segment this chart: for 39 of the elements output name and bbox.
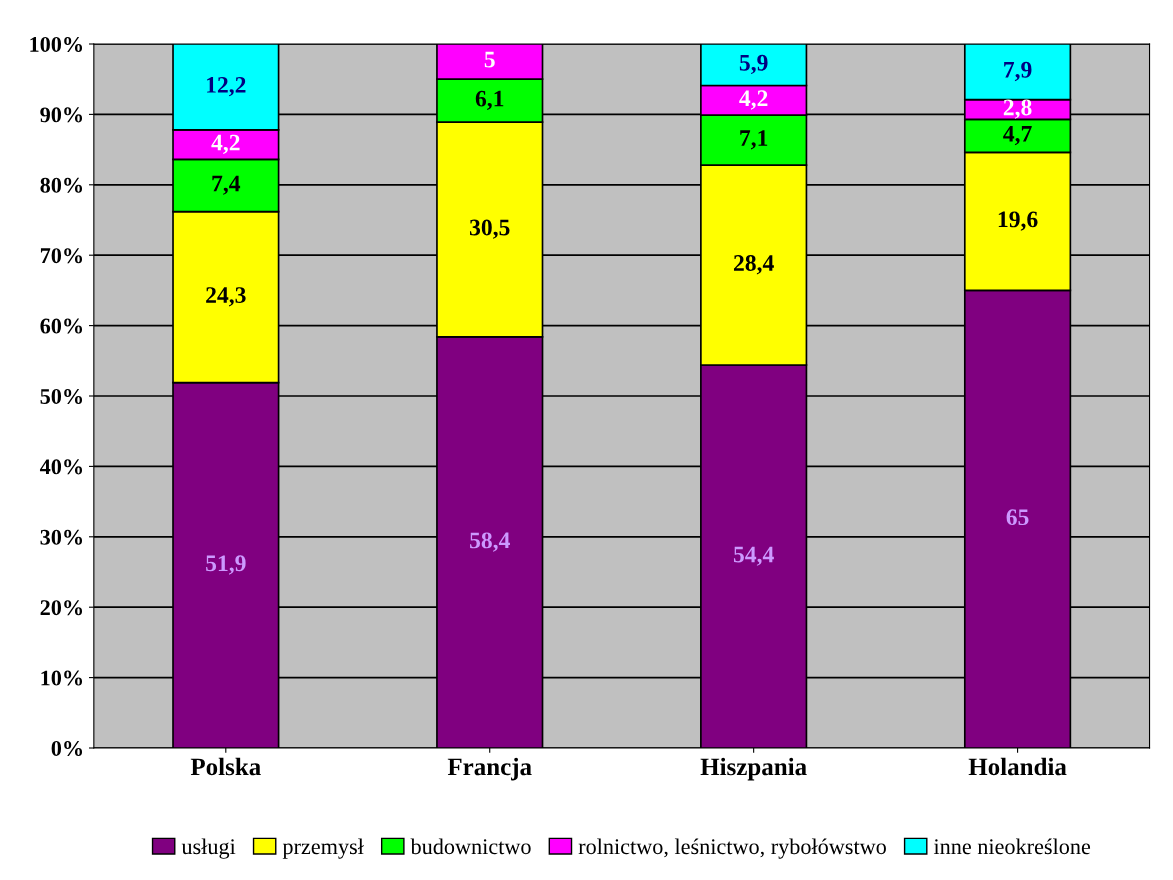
y-tick-label: 70% bbox=[40, 248, 83, 264]
y-tick-label: 50% bbox=[40, 388, 83, 404]
data-label: 5,9 bbox=[739, 54, 768, 75]
y-tick-label: 10% bbox=[41, 670, 83, 686]
y-tick-label: 60% bbox=[40, 318, 83, 334]
data-label: 7,1 bbox=[740, 130, 768, 150]
data-label: 7,9 bbox=[1004, 61, 1032, 82]
data-label: 6,1 bbox=[475, 90, 504, 111]
data-label: 65 bbox=[1006, 509, 1029, 526]
data-label: 30,5 bbox=[469, 219, 510, 239]
data-label: 2,8 bbox=[1003, 99, 1032, 119]
data-label: 12,2 bbox=[207, 76, 246, 97]
y-tick-label: 30% bbox=[40, 529, 83, 545]
x-tick-label: Francja bbox=[447, 757, 532, 781]
legend-label: usługi bbox=[181, 838, 236, 859]
y-tick-label: 20% bbox=[40, 600, 83, 616]
y-tick-label: 40% bbox=[39, 459, 83, 475]
y-tick-label: 80% bbox=[40, 177, 83, 193]
legend-label: inne nieokreślone bbox=[933, 838, 1091, 855]
legend-label: przemysł bbox=[282, 838, 364, 859]
legend-label: budownictwo bbox=[410, 838, 531, 855]
x-tick-label: Holandia bbox=[968, 757, 1067, 776]
data-label: 7,4 bbox=[212, 175, 241, 195]
data-label: 54,4 bbox=[733, 546, 774, 566]
legend-label: rolnictwo, leśnictwo, rybołówstwo bbox=[578, 838, 886, 859]
data-label: 28,4 bbox=[733, 255, 774, 275]
data-label: 24,3 bbox=[206, 287, 246, 307]
data-label: 51,9 bbox=[206, 555, 246, 575]
x-tick-label: Hiszpania bbox=[700, 757, 807, 781]
data-label: 5 bbox=[484, 51, 495, 68]
y-tick-label: 90% bbox=[40, 107, 83, 123]
x-tick-label: Polska bbox=[190, 757, 261, 776]
y-tick-label: 0% bbox=[51, 740, 83, 756]
data-label: 4,2 bbox=[739, 90, 768, 110]
data-label: 58,4 bbox=[470, 532, 510, 552]
y-tick-label: 100% bbox=[30, 36, 83, 52]
data-label: 4,7 bbox=[1003, 126, 1032, 146]
data-label: 4,2 bbox=[211, 134, 240, 155]
data-label: 19,6 bbox=[998, 211, 1038, 231]
